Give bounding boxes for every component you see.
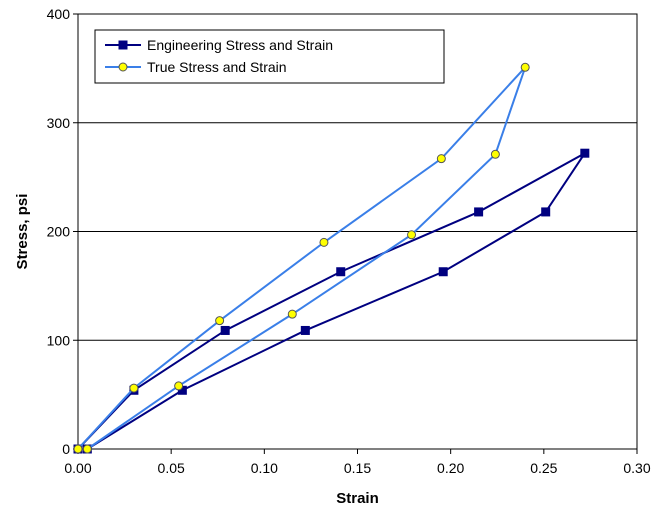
legend-label: True Stress and Strain [147, 59, 287, 75]
y-tick-label: 100 [47, 332, 71, 348]
x-tick-label: 0.20 [437, 460, 464, 476]
x-tick-label: 0.25 [530, 460, 557, 476]
x-tick-label: 0.10 [251, 460, 278, 476]
data-point [541, 207, 551, 217]
legend-items: Engineering Stress and Strain True Stress… [105, 37, 333, 75]
legend-item: True Stress and Strain [105, 59, 287, 75]
y-tick-label: 300 [47, 115, 71, 131]
legend-box [94, 29, 445, 84]
legend-marker [118, 62, 128, 72]
data-point [336, 267, 346, 277]
legend-label: Engineering Stress and Strain [147, 37, 333, 53]
legend-marker [118, 40, 128, 50]
data-point [174, 381, 184, 391]
data-point [215, 316, 225, 326]
legend-item: Engineering Stress and Strain [105, 37, 333, 53]
x-tick-label: 0.00 [64, 460, 91, 476]
data-point [129, 383, 139, 393]
x-tick-label: 0.05 [158, 460, 185, 476]
data-point [438, 267, 448, 277]
legend: Engineering Stress and Strain True Stress… [94, 29, 445, 84]
y-tick-label: 0 [62, 441, 70, 457]
data-point [580, 148, 590, 158]
series-line [77, 66, 527, 450]
y-axis-title: Stress, psi [14, 194, 31, 270]
series-engineering [73, 148, 590, 454]
data-point [436, 154, 446, 164]
series-layer [73, 62, 590, 454]
data-point [82, 444, 92, 454]
series-true [73, 62, 530, 454]
x-tick-label: 0.15 [344, 460, 371, 476]
data-point [520, 62, 530, 72]
x-tick-label: 0.30 [623, 460, 650, 476]
data-point [490, 149, 500, 159]
y-tick-label: 200 [47, 224, 71, 240]
x-axis-title: Strain [336, 490, 379, 507]
y-tick-label: 400 [47, 6, 71, 22]
data-point [300, 325, 310, 335]
data-point [287, 309, 297, 319]
series-line [77, 152, 586, 450]
axis-layer: 0 100 200 300 400 0.00 0.05 0.10 0.15 0.20 0.25 0.3… [47, 6, 651, 476]
data-point [73, 444, 83, 454]
grid-layer [78, 122, 637, 341]
data-point [407, 230, 417, 240]
data-point [319, 237, 329, 247]
data-point [220, 325, 230, 335]
data-point [474, 207, 484, 217]
